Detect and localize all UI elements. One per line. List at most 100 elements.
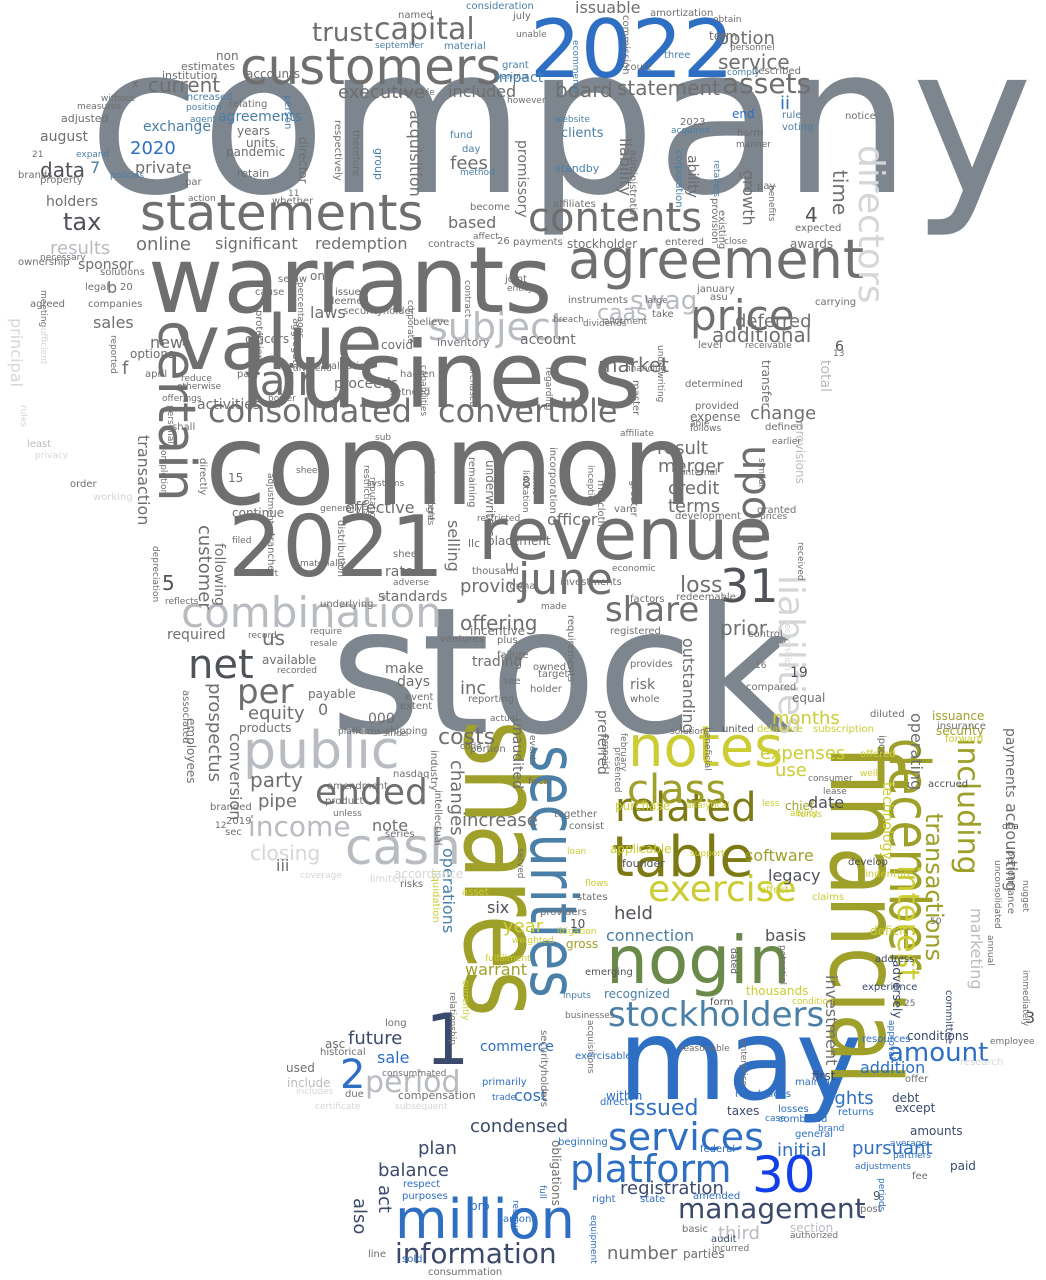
word-intellectual: intellectual [432,790,443,846]
word-n13: 13 [833,349,845,359]
word-right: right [592,1194,616,1205]
word-restrictions: restrictions [361,465,371,516]
word-legal: legal [85,282,110,293]
word-inception: inception [585,465,595,507]
word-connection: connection [606,926,695,945]
word-taxes: taxes [727,1104,760,1118]
word-online: online [136,234,191,255]
word-consumer: consumer [808,774,853,784]
word-ecommerce: ecommerce [570,40,580,94]
word-personal: personal [165,405,175,444]
word-rule: rule [782,110,802,121]
word-section: section [790,1221,834,1235]
word-power: power [268,394,296,404]
word-obligations: obligations [549,1140,563,1206]
word-provisions: provisions [793,423,807,484]
word-contents: contents [528,195,702,241]
word-inc: inc [460,678,487,699]
word-certificate: certificate [315,1102,361,1112]
word-payments2: payments [513,237,563,248]
word-research: research [960,1057,1004,1068]
word-pro: pro [470,1199,490,1213]
word-diluted: diluted [870,709,905,720]
word-share: share [605,590,700,630]
word-sale: sale [377,1048,410,1067]
word-comply: comply [727,68,760,78]
word-requirements: requirements [565,615,576,682]
word-ventures: ventures [440,634,484,645]
word-parties: parties [683,1247,725,1261]
word-balance: balance [378,1160,449,1181]
word-solution: solution [670,727,706,737]
word-privacy: privacy [35,451,69,461]
word-n6: 6 [835,339,844,355]
word-gross: gross [566,937,599,951]
word-property: property [40,175,83,186]
word-n1: 1 [425,999,470,1081]
word-resources: resources [862,1034,911,1045]
word-form: form [710,997,734,1008]
word-includes: includes [296,1087,334,1097]
word-named: named [398,10,433,21]
word-assets: assets [722,67,812,100]
word-debt: debt [892,1091,920,1105]
word-unless: unless [333,809,362,819]
word-limited: limited [370,874,405,885]
word-y2022: 2022 [530,3,734,96]
word-net: net [188,642,254,688]
word-compensation: compensation [398,1089,476,1102]
word-combined: combined [778,1114,828,1125]
word-united: united [722,724,754,735]
word-business: business [240,322,641,429]
word-enterprise: enterprise [738,1040,748,1087]
word-loss: loss [680,573,723,598]
word-manner: manner [736,140,771,150]
word-agreement: agreement [568,228,865,291]
word-respect: respect [403,1179,441,1190]
word-currently: currently [460,980,470,1021]
word-estimates: estimates [181,60,236,73]
word-million: million [395,1188,575,1251]
word-sold: sold [402,1254,423,1265]
word-offerings: offerings [162,394,202,404]
word-number: number [607,1243,678,1264]
word-committee: committee [943,990,954,1045]
word-holders: holders [46,194,98,210]
word-reduce: reduce [181,374,212,384]
word-branded: branded [210,802,252,813]
word-ability2: ability [790,809,818,819]
word-provide: provide [460,576,528,597]
word-directly: directly [197,458,208,496]
word-order: order [70,479,97,490]
word-consolidated: consolidated [208,392,412,430]
word-performance: performance [1005,850,1016,915]
word-applicable: applicable [610,842,672,856]
word-founder: founder [622,857,665,870]
word-purchased: purchased [467,360,477,408]
word-consummated: consummated [382,1069,447,1079]
word-become: become [470,202,511,213]
word-inventory: inventory [437,336,490,349]
word-convertible: convertible [438,392,618,430]
word-basis: basis [765,926,807,945]
word-june: june [518,554,614,605]
word-n9: 9 [873,1189,881,1203]
word-brands: brands [18,170,53,181]
word-swag: swag [630,286,698,316]
word-offering: offering [460,611,538,635]
word-entered: entered [665,237,704,248]
word-affiliates: affiliates [553,199,596,210]
word-relationship: relationship [447,992,457,1045]
word-accounts: accounts [246,67,301,81]
word-combination: combination [181,588,442,637]
word-third: third [718,1223,760,1244]
word-materially: materially [300,559,346,569]
word-employee: employee [990,1037,1035,1047]
word-protection: protection [253,310,264,362]
word-effect: effect [760,885,789,896]
word-n10: 10 [570,917,586,931]
word-trade: trade [492,1093,516,1103]
word-affiliate: affiliate [620,429,654,439]
word-master: master [630,380,641,416]
